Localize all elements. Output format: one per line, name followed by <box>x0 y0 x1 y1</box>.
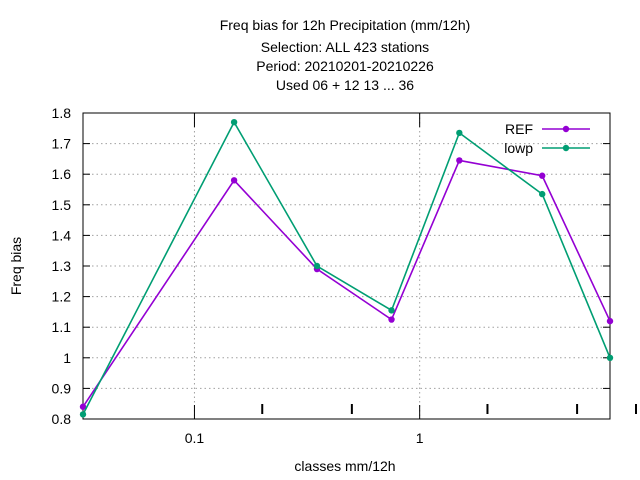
data-point-lowp <box>606 354 614 361</box>
y-tick-label: 0.8 <box>52 411 72 427</box>
tick-labels: 0.8 0.9 1 1.1 1.2 1.3 1.4 1.5 1.6 1.7 1.8 0.1 1 <box>52 105 424 446</box>
plot-frame <box>82 112 611 420</box>
x-axis-label: classes mm/12h <box>294 458 395 474</box>
y-tick-label: 1.8 <box>52 105 72 121</box>
data-point-ref <box>606 317 614 325</box>
data-series <box>79 118 614 418</box>
legend-marker-lowp <box>562 144 570 152</box>
data-point-ref <box>456 157 463 164</box>
legend-label-ref: REF <box>505 121 533 137</box>
data-point-ref <box>230 177 238 184</box>
chart-title-line-1: Freq bias for 12h Precipitation (mm/12h) <box>220 17 471 33</box>
chart-title: Freq bias for 12h Precipitation (mm/12h)… <box>220 17 471 93</box>
chart-title-line-3: Period: 20210201-20210226 <box>256 58 434 74</box>
y-tick-label: 1.7 <box>52 136 72 152</box>
data-point-ref <box>539 172 546 179</box>
y-tick-label: 0.9 <box>52 380 72 396</box>
legend: REF lowp <box>504 121 590 156</box>
data-point-ref <box>79 403 87 410</box>
y-tick-label: 1.4 <box>52 227 72 243</box>
chart-title-line-2: Selection: ALL 423 stations <box>261 39 429 55</box>
legend-marker-ref <box>562 125 570 133</box>
y-tick-label: 1.5 <box>52 197 72 213</box>
x-tick-label: 1 <box>416 430 424 446</box>
data-point-lowp <box>388 307 395 314</box>
data-point-lowp <box>539 190 546 198</box>
chart-title-line-4: Used 06 + 12 13 ... 36 <box>276 77 414 93</box>
y-axis-label: Freq bias <box>8 237 24 295</box>
data-point-ref <box>388 316 395 323</box>
grid-lines <box>83 113 610 419</box>
data-point-lowp <box>230 118 238 126</box>
legend-label-lowp: lowp <box>504 140 533 156</box>
y-tick-label: 1.2 <box>52 289 72 305</box>
data-point-lowp <box>313 262 321 270</box>
y-tick-label: 1 <box>63 350 71 366</box>
data-point-lowp <box>456 129 463 137</box>
x-tick-label: 0.1 <box>185 430 205 446</box>
axis-ticks <box>83 112 637 420</box>
y-tick-label: 1.3 <box>52 258 72 274</box>
y-tick-label: 1.6 <box>52 166 72 182</box>
data-point-lowp <box>79 411 87 418</box>
series-line-lowp <box>82 120 611 415</box>
y-tick-label: 1.1 <box>52 319 72 335</box>
